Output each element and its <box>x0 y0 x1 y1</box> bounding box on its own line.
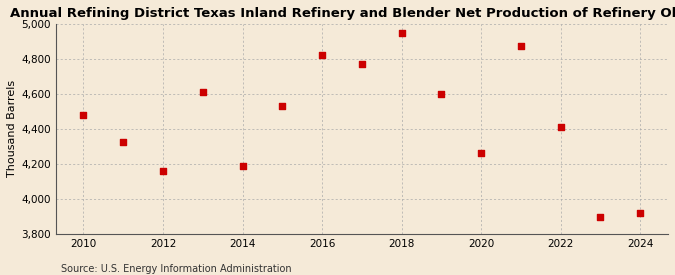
Point <box>317 53 327 57</box>
Point <box>356 62 367 66</box>
Point <box>118 140 129 144</box>
Point <box>634 211 645 215</box>
Point <box>436 92 447 96</box>
Point <box>157 169 168 173</box>
Point <box>277 104 288 108</box>
Point <box>197 90 208 94</box>
Text: Source: U.S. Energy Information Administration: Source: U.S. Energy Information Administ… <box>61 264 292 274</box>
Point <box>78 113 89 117</box>
Title: Annual Refining District Texas Inland Refinery and Blender Net Production of Ref: Annual Refining District Texas Inland Re… <box>10 7 675 20</box>
Point <box>396 31 407 35</box>
Y-axis label: Thousand Barrels: Thousand Barrels <box>7 80 17 177</box>
Point <box>516 43 526 48</box>
Point <box>556 125 566 129</box>
Point <box>237 163 248 168</box>
Point <box>476 150 487 155</box>
Point <box>595 215 606 219</box>
